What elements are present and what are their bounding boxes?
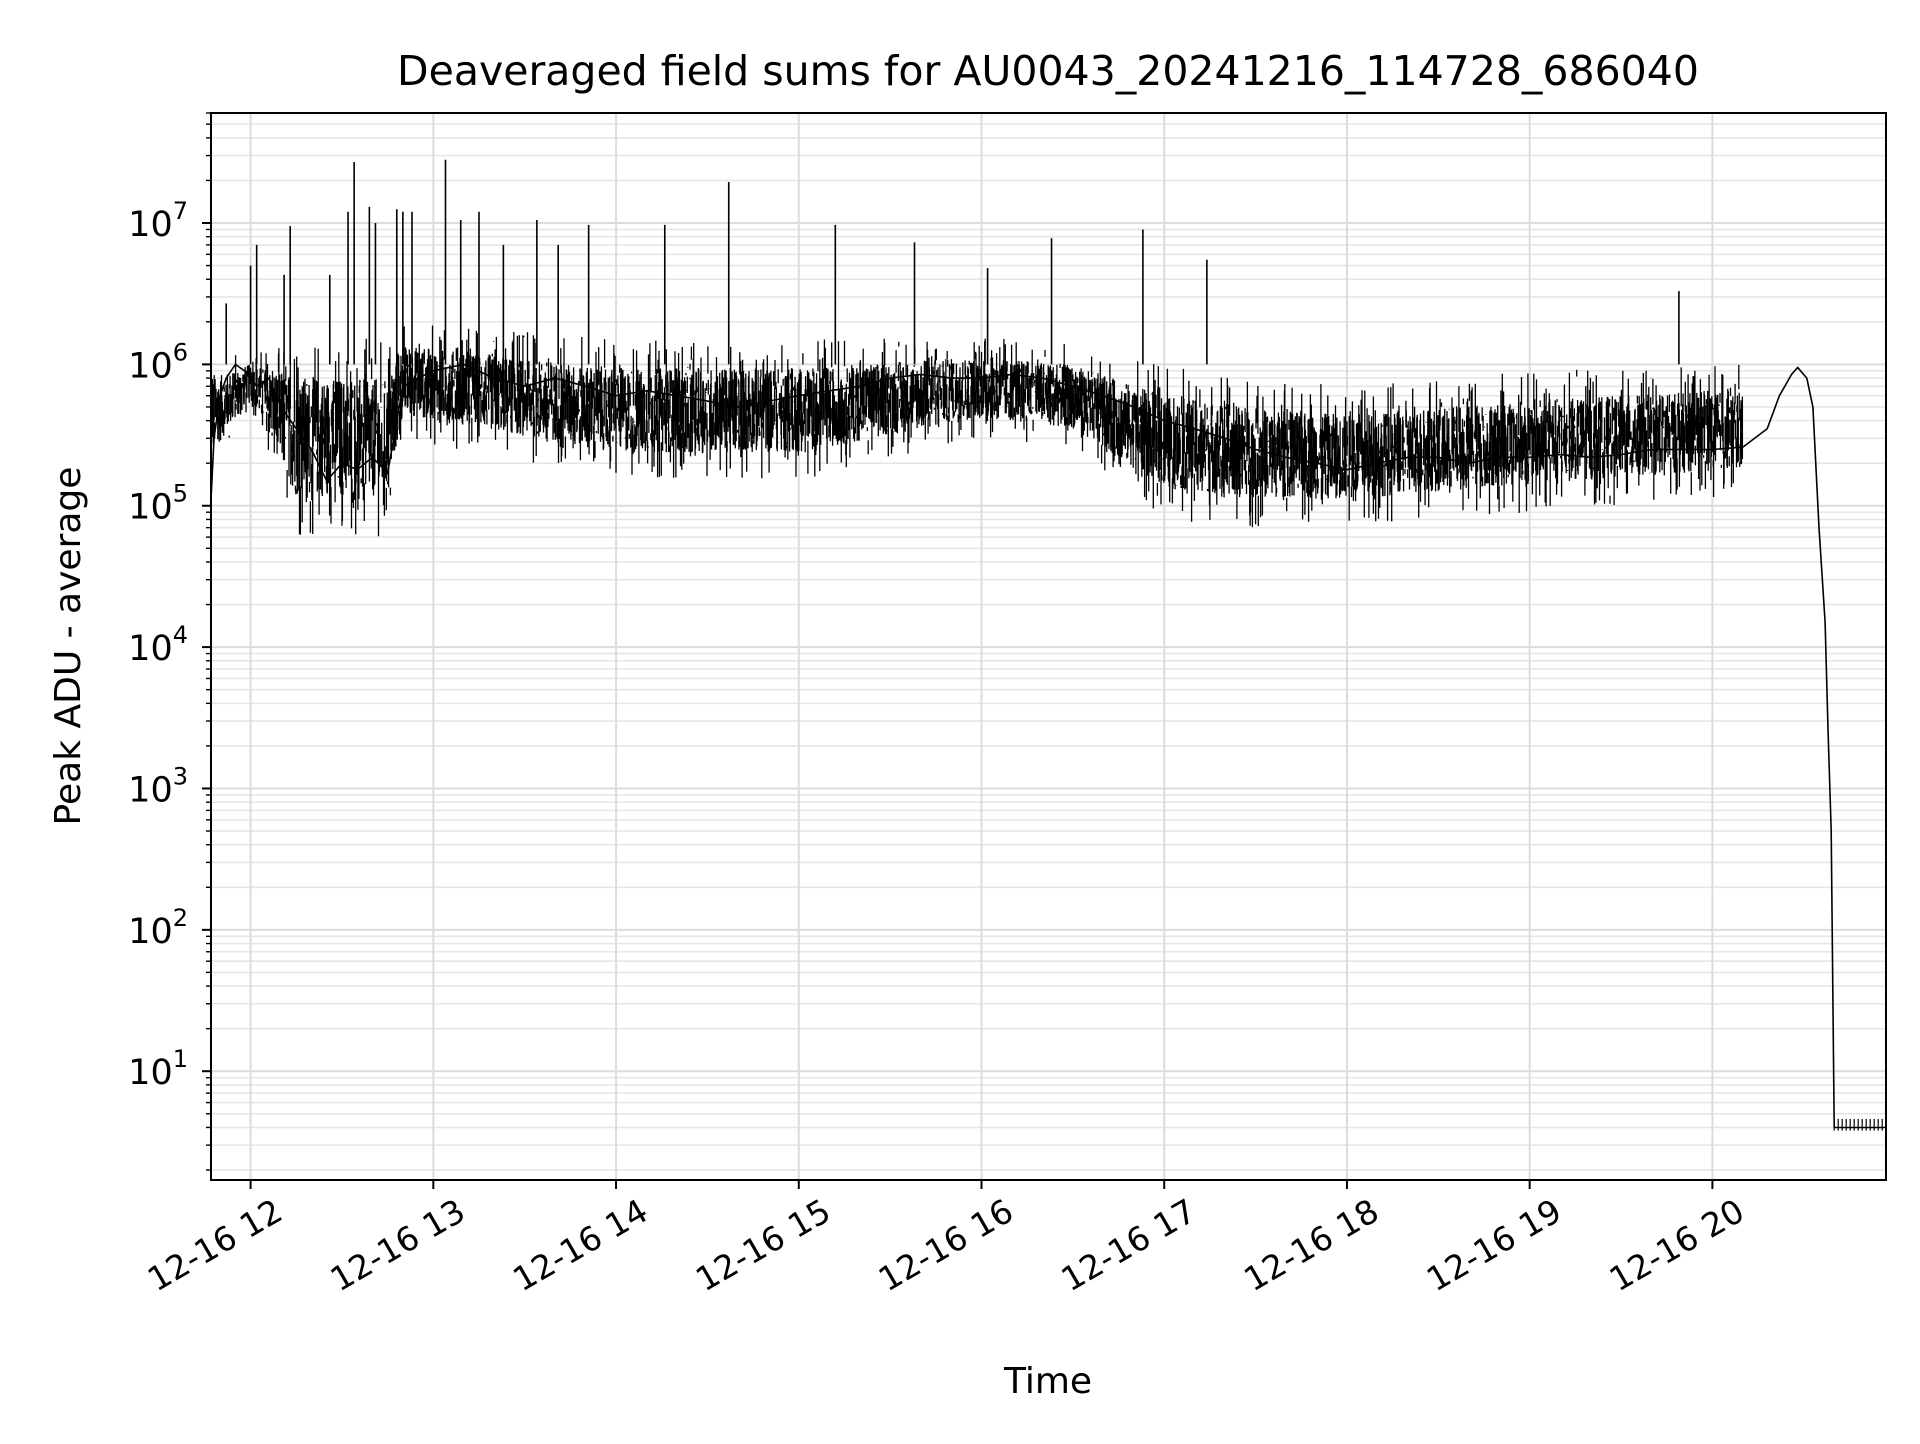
- y-tick-label: 105: [128, 480, 188, 528]
- series-tail: [1833, 1118, 1883, 1131]
- grid: [211, 112, 1886, 1180]
- y-tick-label: 104: [128, 621, 188, 669]
- series-line: [210, 363, 1886, 1129]
- y-tick-label: 106: [128, 338, 188, 386]
- y-axis-label: Peak ADU - average: [48, 467, 89, 826]
- y-tick-label: 102: [128, 904, 188, 952]
- plot-data: [210, 159, 1886, 1131]
- y-tick-label: 101: [128, 1045, 188, 1093]
- x-axis-label: Time: [1003, 1361, 1092, 1402]
- chart-title: Deaveraged field sums for AU0043_2024121…: [397, 47, 1699, 95]
- y-tick-label: 107: [128, 197, 188, 245]
- y-tick-label: 103: [128, 762, 188, 810]
